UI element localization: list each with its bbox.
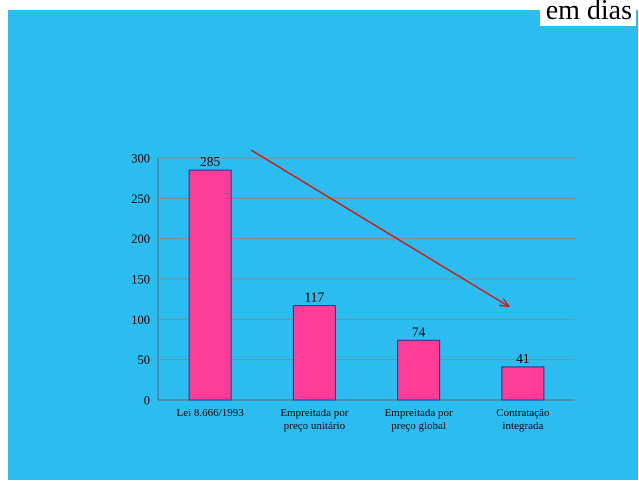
x-tick-label: Lei 8.666/1993 [177, 407, 245, 419]
x-tick-label: Empreitada por [385, 407, 453, 419]
data-label: 74 [412, 324, 426, 339]
bar [397, 339, 441, 401]
bar [501, 366, 545, 401]
y-tick-label: 250 [131, 192, 150, 206]
x-tick-label: preço unitário [284, 420, 346, 432]
bar-chart: 0 50 100 150 200 250 300 285 117 74 41 Lei 8.666/… [131, 149, 575, 432]
y-tick-label: 50 [138, 353, 151, 367]
y-tick-label: 200 [131, 232, 150, 246]
bars [188, 169, 545, 401]
data-labels: 285 117 74 41 [200, 154, 530, 366]
data-label: 41 [516, 351, 530, 366]
trend-arrow [250, 149, 508, 306]
x-tick-label: Contratação [496, 407, 550, 419]
bar [188, 169, 232, 401]
slide-title: em dias [539, 0, 636, 26]
annotations [250, 149, 508, 306]
bar [292, 305, 336, 401]
y-tick-label: 150 [131, 273, 150, 287]
y-tick-label: 300 [131, 152, 150, 166]
data-label: 285 [200, 154, 221, 169]
data-label: 117 [305, 290, 325, 305]
y-tick-label: 0 [144, 394, 150, 408]
x-tick-label: integrada [502, 420, 543, 432]
x-tick-label: Empreitada por [280, 407, 348, 419]
slide-background: em dias 0 50 100 150 200 250 300 285 117 74 41 Le… [8, 0, 638, 480]
y-tick-label: 100 [131, 313, 150, 327]
x-tick-label: preço global [391, 420, 446, 432]
